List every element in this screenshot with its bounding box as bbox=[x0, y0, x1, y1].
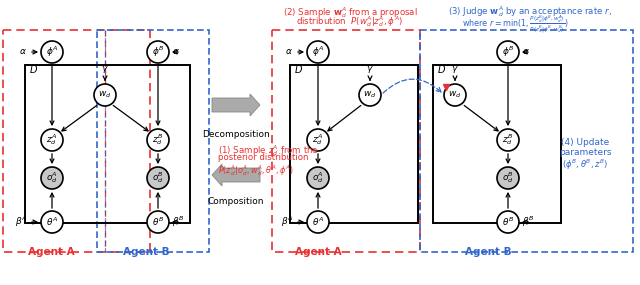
Circle shape bbox=[497, 41, 519, 63]
Circle shape bbox=[41, 41, 63, 63]
Circle shape bbox=[147, 211, 169, 233]
Bar bbox=[420, 30, 633, 252]
Bar bbox=[433, 65, 561, 223]
Bar bbox=[97, 30, 209, 252]
Circle shape bbox=[147, 41, 169, 63]
Circle shape bbox=[147, 167, 169, 189]
Text: Agent B: Agent B bbox=[465, 247, 511, 257]
Text: $w_d$: $w_d$ bbox=[448, 90, 461, 100]
Text: $\phi^B$: $\phi^B$ bbox=[502, 45, 515, 59]
Bar bbox=[290, 65, 418, 223]
Text: $o_d^A$: $o_d^A$ bbox=[46, 170, 58, 186]
Text: (2) Sample $\mathbf{w}_d^A$ from a proposal: (2) Sample $\mathbf{w}_d^A$ from a propo… bbox=[283, 5, 417, 20]
Circle shape bbox=[444, 84, 466, 106]
Text: $\beta^A$: $\beta^A$ bbox=[280, 215, 293, 229]
Bar bbox=[25, 65, 190, 223]
Text: D: D bbox=[438, 65, 445, 75]
Text: $\alpha$: $\alpha$ bbox=[285, 48, 293, 56]
Circle shape bbox=[307, 211, 329, 233]
Circle shape bbox=[307, 129, 329, 151]
Text: (3) Judge $\mathbf{w}_d^A$ by an acceptance rate $r$,: (3) Judge $\mathbf{w}_d^A$ by an accepta… bbox=[448, 4, 612, 19]
Text: $\alpha$: $\alpha$ bbox=[522, 48, 530, 56]
Text: $(\phi^B,\theta^B,z^B)$: $(\phi^B,\theta^B,z^B)$ bbox=[562, 158, 608, 172]
Text: $z_d^A$: $z_d^A$ bbox=[47, 133, 58, 147]
Circle shape bbox=[307, 167, 329, 189]
Circle shape bbox=[94, 84, 116, 106]
Text: Figure 3: ...: Figure 3: ... bbox=[299, 272, 341, 281]
Text: $\theta^A$: $\theta^A$ bbox=[312, 216, 324, 228]
Circle shape bbox=[147, 129, 169, 151]
Bar bbox=[3, 30, 150, 252]
Text: where $r = \min(1, \frac{P(z_d^B|\phi^B, w_d^{A})}{P(z_d^B|\phi^B, w_d^{B})})$: where $r = \min(1, \frac{P(z_d^B|\phi^B,… bbox=[461, 13, 568, 35]
Circle shape bbox=[41, 211, 63, 233]
Text: parameters: parameters bbox=[559, 148, 611, 157]
Text: $\phi^B$: $\phi^B$ bbox=[152, 45, 164, 59]
Text: $o_d^B$: $o_d^B$ bbox=[502, 170, 514, 186]
Text: $z_d^B$: $z_d^B$ bbox=[502, 133, 513, 147]
Circle shape bbox=[359, 84, 381, 106]
Text: Agent B: Agent B bbox=[123, 247, 170, 257]
Text: $\phi^A$: $\phi^A$ bbox=[45, 45, 58, 59]
Bar bbox=[272, 30, 420, 252]
Text: $\gamma$: $\gamma$ bbox=[451, 64, 459, 75]
Text: D: D bbox=[30, 65, 38, 75]
Text: $\phi^A$: $\phi^A$ bbox=[312, 45, 324, 59]
Text: $\beta^A$: $\beta^A$ bbox=[15, 215, 27, 229]
Text: distribution  $P(w_d^A|z_d^A, \phi^A)$: distribution $P(w_d^A|z_d^A, \phi^A)$ bbox=[296, 14, 403, 29]
Text: $w_d$: $w_d$ bbox=[99, 90, 112, 100]
Text: $\alpha$: $\alpha$ bbox=[19, 48, 27, 56]
Text: $\beta^B$: $\beta^B$ bbox=[172, 215, 184, 229]
Text: Decomposition: Decomposition bbox=[202, 130, 270, 139]
Text: Composition: Composition bbox=[208, 197, 264, 206]
Text: $w_d$: $w_d$ bbox=[364, 90, 377, 100]
Circle shape bbox=[497, 211, 519, 233]
Text: $z_d^A$: $z_d^A$ bbox=[312, 133, 324, 147]
Text: (4) Update: (4) Update bbox=[561, 138, 609, 147]
Circle shape bbox=[307, 41, 329, 63]
Circle shape bbox=[497, 129, 519, 151]
FancyArrow shape bbox=[212, 164, 260, 186]
FancyArrow shape bbox=[212, 94, 260, 116]
Text: $\theta^B$: $\theta^B$ bbox=[502, 216, 514, 228]
Circle shape bbox=[497, 167, 519, 189]
Text: $\gamma$: $\gamma$ bbox=[366, 64, 374, 75]
Text: posterior distribution: posterior distribution bbox=[218, 153, 308, 162]
FancyArrowPatch shape bbox=[383, 79, 441, 93]
Text: $\theta^A$: $\theta^A$ bbox=[46, 216, 58, 228]
Text: D: D bbox=[295, 65, 303, 75]
Text: $z_d^B$: $z_d^B$ bbox=[152, 133, 164, 147]
Text: $o_d^B$: $o_d^B$ bbox=[152, 170, 164, 186]
Text: Agent A: Agent A bbox=[28, 247, 75, 257]
Text: $\alpha$: $\alpha$ bbox=[172, 48, 180, 56]
Text: $o_d^A$: $o_d^A$ bbox=[312, 170, 324, 186]
Text: $\gamma$: $\gamma$ bbox=[101, 64, 109, 75]
Text: Agent A: Agent A bbox=[295, 247, 342, 257]
Text: $\theta^B$: $\theta^B$ bbox=[152, 216, 164, 228]
Text: $P(z_d^A|o_d^A, w_d^A, \theta^A, \phi^A)$: $P(z_d^A|o_d^A, w_d^A, \theta^A, \phi^A)… bbox=[218, 163, 294, 178]
Text: $\beta^B$: $\beta^B$ bbox=[522, 215, 534, 229]
Circle shape bbox=[41, 129, 63, 151]
Text: (1) Sample $z_d^A$ from the: (1) Sample $z_d^A$ from the bbox=[218, 143, 319, 158]
Circle shape bbox=[41, 167, 63, 189]
